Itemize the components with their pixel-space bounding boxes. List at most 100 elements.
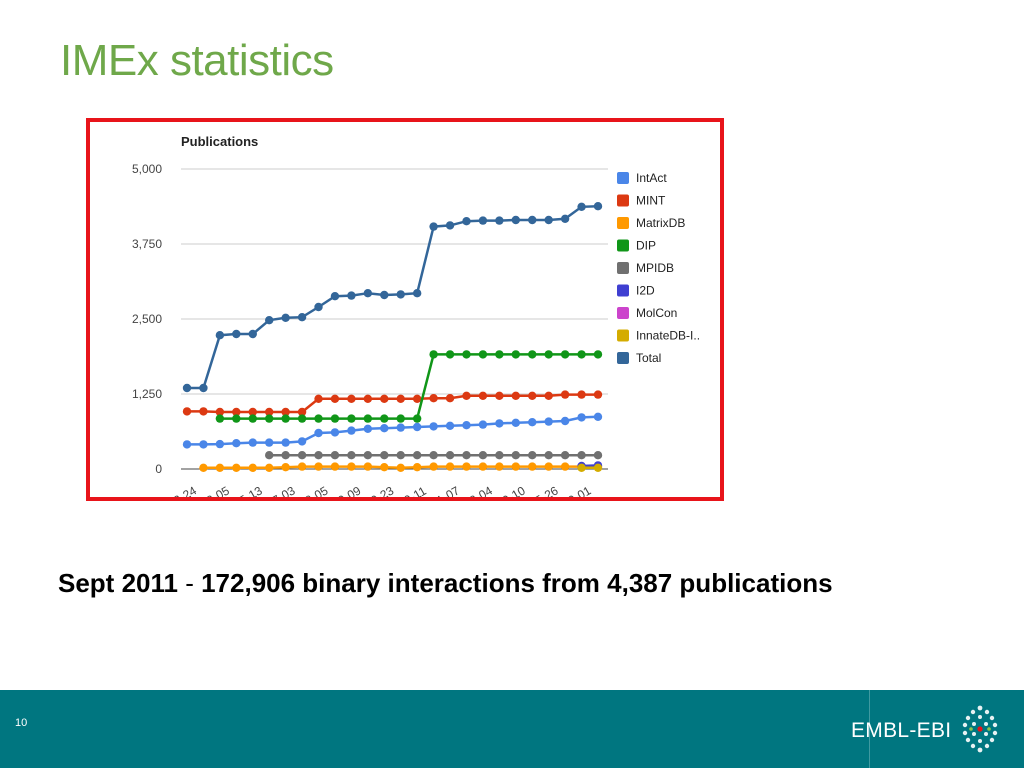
- data-point: [314, 462, 323, 471]
- data-point: [445, 451, 455, 460]
- data-point: [412, 422, 422, 432]
- data-point: [396, 290, 405, 299]
- data-point: [199, 463, 208, 472]
- data-point: [182, 440, 192, 449]
- footer-bar: 10 EMBL-EBI: [0, 690, 1024, 768]
- data-point: [462, 462, 471, 471]
- x-tick-label: 0-10: [500, 483, 528, 497]
- data-point: [462, 350, 471, 359]
- data-point: [593, 463, 603, 472]
- data-point: [528, 350, 537, 359]
- data-point: [495, 419, 504, 428]
- data-point: [593, 451, 603, 460]
- data-point: [314, 394, 323, 403]
- chart-legend: IntAct MINT MatrixDB DIP MPIDB I2D MolCon Innat…: [617, 171, 700, 365]
- footer-divider: [869, 690, 870, 768]
- data-point: [544, 451, 553, 460]
- legend-label: MPIDB: [636, 261, 674, 275]
- data-point: [560, 350, 570, 359]
- data-point: [248, 407, 257, 417]
- data-point: [265, 316, 274, 325]
- series-intact: [182, 412, 603, 449]
- data-point: [199, 407, 208, 416]
- data-point: [215, 463, 225, 472]
- data-point: [495, 451, 504, 460]
- data-point: [363, 394, 373, 403]
- legend-swatch: [617, 262, 629, 274]
- data-point: [347, 414, 356, 423]
- data-point: [297, 451, 307, 460]
- data-point: [265, 414, 274, 423]
- chart-grid: [181, 168, 608, 470]
- legend-label: Total: [636, 351, 661, 365]
- y-tick-label: 1,250: [132, 387, 162, 401]
- data-point: [445, 394, 455, 403]
- data-point: [544, 391, 553, 400]
- y-tick-label: 5,000: [132, 162, 162, 176]
- series-mint: [182, 390, 603, 417]
- data-point: [396, 414, 405, 423]
- data-point: [182, 407, 192, 416]
- legend-label: MINT: [636, 194, 666, 208]
- data-point: [495, 350, 504, 359]
- data-point: [528, 215, 537, 225]
- x-tick-label: 0-01: [566, 483, 594, 497]
- data-point: [347, 426, 356, 435]
- x-axis-ticks: 2-24 8-05 5-13 7-03 8-05 0-09 0-23 0-11 1-07 8-04…: [171, 483, 594, 497]
- data-point: [347, 462, 356, 471]
- data-point: [495, 216, 504, 225]
- data-point: [265, 407, 274, 417]
- data-point: [560, 462, 570, 471]
- data-point: [396, 423, 405, 432]
- data-point: [445, 462, 455, 471]
- data-point: [232, 439, 241, 448]
- data-point: [265, 463, 274, 472]
- series-mpidb: [265, 451, 603, 460]
- logo-text: EMBL-EBI: [851, 719, 952, 742]
- data-point: [232, 329, 241, 339]
- data-point: [314, 428, 323, 438]
- data-point: [297, 414, 307, 423]
- data-point: [577, 463, 586, 472]
- series-dip: [215, 350, 603, 423]
- data-point: [330, 451, 340, 460]
- data-point: [281, 414, 290, 423]
- data-point: [544, 417, 553, 426]
- data-point: [232, 407, 241, 417]
- legend-label: InnateDB-I..: [636, 329, 700, 343]
- data-point: [281, 451, 290, 460]
- data-point: [429, 462, 438, 471]
- series-total: [182, 202, 603, 393]
- data-point: [511, 391, 520, 400]
- slide-title: IMEx statistics: [60, 36, 334, 85]
- data-point: [232, 414, 241, 423]
- data-point: [511, 462, 520, 471]
- data-point: [380, 414, 389, 423]
- data-point: [347, 451, 356, 460]
- data-point: [380, 451, 389, 460]
- data-point: [199, 383, 208, 393]
- data-point: [577, 350, 586, 359]
- legend-swatch: [617, 284, 629, 297]
- series-line: [187, 415, 599, 446]
- legend-swatch: [617, 329, 629, 342]
- data-point: [462, 391, 471, 400]
- legend-swatch: [617, 172, 629, 184]
- legend-swatch: [617, 307, 629, 319]
- data-point: [429, 350, 438, 359]
- data-point: [281, 438, 290, 447]
- data-point: [429, 222, 438, 231]
- data-point: [445, 421, 455, 430]
- data-point: [380, 290, 389, 300]
- data-point: [215, 414, 225, 423]
- data-point: [232, 463, 241, 472]
- data-point: [577, 202, 586, 211]
- data-point: [495, 391, 504, 400]
- data-point: [544, 462, 553, 471]
- chart-frame: 5,000 3,750 2,500 1,250 0 2-24 8-05 5-13 7-03 8-…: [86, 118, 724, 501]
- data-point: [577, 390, 586, 399]
- x-tick-label: 0-11: [402, 484, 429, 497]
- data-point: [478, 216, 488, 225]
- data-point: [248, 438, 257, 447]
- data-point: [182, 383, 192, 393]
